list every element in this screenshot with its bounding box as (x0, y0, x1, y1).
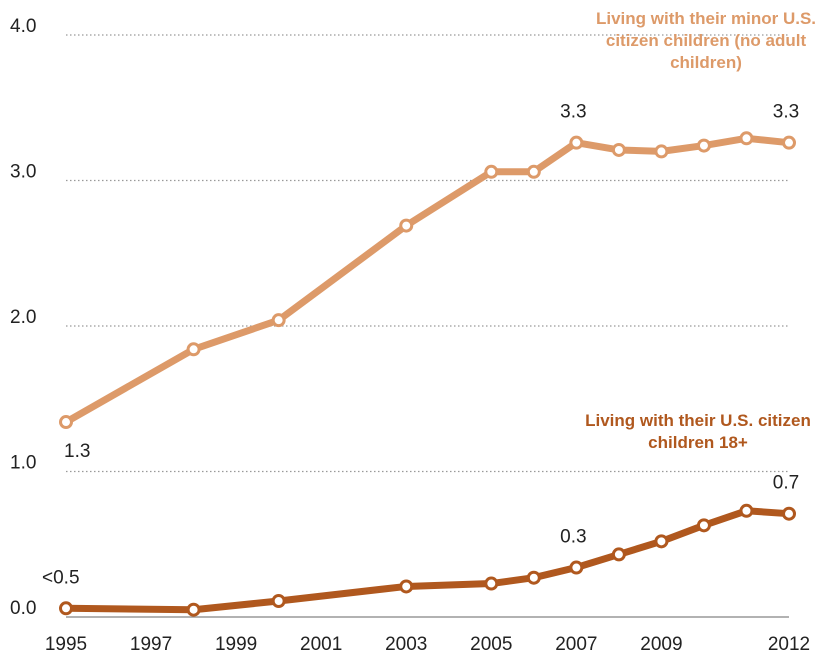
data-point (654, 534, 669, 549)
series-line (62, 507, 793, 614)
data-label: 3.3 (560, 102, 586, 123)
data-label: 0.7 (773, 473, 799, 494)
y-tick-label: 3.0 (10, 162, 36, 183)
x-tick-label: 2003 (385, 634, 427, 655)
data-point (271, 313, 286, 328)
x-tick-label: 2007 (555, 634, 597, 655)
x-tick-label: 1997 (130, 634, 172, 655)
data-point (739, 503, 754, 518)
data-point (782, 135, 796, 150)
y-tick-label: 1.0 (10, 453, 36, 474)
data-label: <0.5 (42, 567, 80, 588)
data-point (186, 342, 201, 357)
y-tick-label: 4.0 (10, 16, 36, 37)
data-point (696, 138, 711, 153)
series-label: Living with their U.S. citizen children … (585, 411, 811, 452)
data-point (484, 164, 499, 179)
data-point (484, 576, 499, 591)
x-tick-label: 2012 (768, 634, 810, 655)
data-label: 1.3 (64, 441, 90, 462)
data-point (186, 602, 201, 617)
series-line (62, 134, 793, 426)
data-point (654, 144, 669, 159)
y-tick-label: 2.0 (10, 307, 36, 328)
y-tick-label: 0.0 (10, 598, 36, 619)
x-tick-label: 1995 (45, 634, 87, 655)
data-point (526, 570, 541, 585)
data-point (59, 415, 73, 430)
data-point (569, 560, 584, 575)
data-point (611, 547, 626, 562)
x-tick-label: 2005 (470, 634, 512, 655)
data-point (611, 142, 626, 157)
data-label: 3.3 (773, 102, 799, 123)
data-point (399, 579, 414, 594)
series-label: Living with their minor U.S. citizen chi… (595, 9, 817, 72)
data-point (399, 218, 414, 233)
data-point (739, 131, 754, 146)
x-tick-label: 1999 (215, 634, 257, 655)
data-label: 0.3 (560, 527, 586, 548)
data-point (526, 164, 541, 179)
data-point (59, 601, 73, 616)
data-point (696, 518, 711, 533)
data-point (782, 506, 796, 521)
data-point (569, 135, 584, 150)
data-point (271, 593, 286, 608)
x-tick-label: 2009 (640, 634, 682, 655)
x-tick-label: 2001 (300, 634, 342, 655)
